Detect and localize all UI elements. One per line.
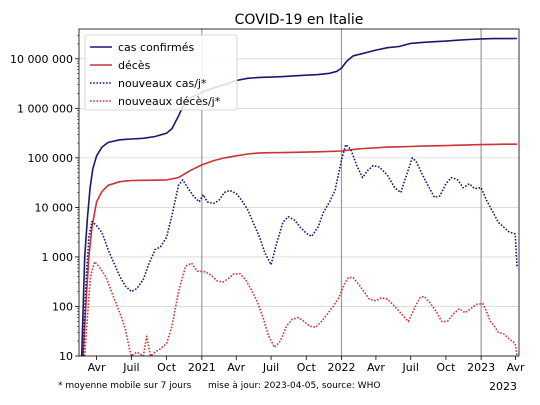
chart-title: COVID-19 en Italie <box>235 12 364 28</box>
y-tick-label: 10 000 000 <box>10 53 73 66</box>
x-tick-label: 2022 <box>327 361 355 374</box>
series-line-2 <box>82 143 518 356</box>
legend-label-2: décès <box>118 59 151 72</box>
x-tick-label: Oct <box>157 361 177 374</box>
y-tick-label: 100 000 <box>28 152 74 165</box>
y-tick-label: 1 000 <box>42 251 74 264</box>
x-corner-label: 2023 <box>489 380 517 393</box>
legend-label-1: cas confirmés <box>118 41 195 54</box>
legend-label-3: nouveaux cas/j* <box>118 77 207 90</box>
legend-box <box>84 34 238 111</box>
x-tick-label: Avr <box>227 361 245 374</box>
legend: cas confirmés décès nouveaux cas/j* nouveau… <box>84 34 238 111</box>
series-line-4 <box>83 260 518 356</box>
x-tick-label: 2021 <box>188 361 216 374</box>
x-axis: Avr Juil Oct 2021 Avr Juil Oct 2022 Avr Juil Oct 20… <box>88 356 525 374</box>
x-tick-label: Juil <box>122 361 139 374</box>
series-line-3 <box>82 143 518 356</box>
y-axis: 10 100 1 000 10 000 100 000 1 000 000 10 000 0… <box>10 34 79 363</box>
y-tick-label: 10 <box>59 350 73 363</box>
source-note: mise à jour: 2023-04-05, source: WHO <box>208 381 380 391</box>
legend-label-4: nouveaux décès/j* <box>118 95 221 108</box>
x-tick-label: 2023 <box>467 361 495 374</box>
x-tick-label: Oct <box>436 361 456 374</box>
y-tick-label: 100 <box>52 300 73 313</box>
y-tick-label: 1 000 000 <box>17 102 73 115</box>
y-tick-label: 10 000 <box>35 201 74 214</box>
series-layer <box>80 37 518 356</box>
x-tick-label: Avr <box>88 361 106 374</box>
x-tick-label: Oct <box>297 361 317 374</box>
x-tick-label: Avr <box>367 361 385 374</box>
series-line-1 <box>80 37 518 356</box>
footnote: * moyenne mobile sur 7 jours <box>58 381 192 391</box>
x-tick-label: Juil <box>402 361 419 374</box>
x-tick-label: Juil <box>262 361 279 374</box>
x-tick-label: Avr <box>507 361 525 374</box>
